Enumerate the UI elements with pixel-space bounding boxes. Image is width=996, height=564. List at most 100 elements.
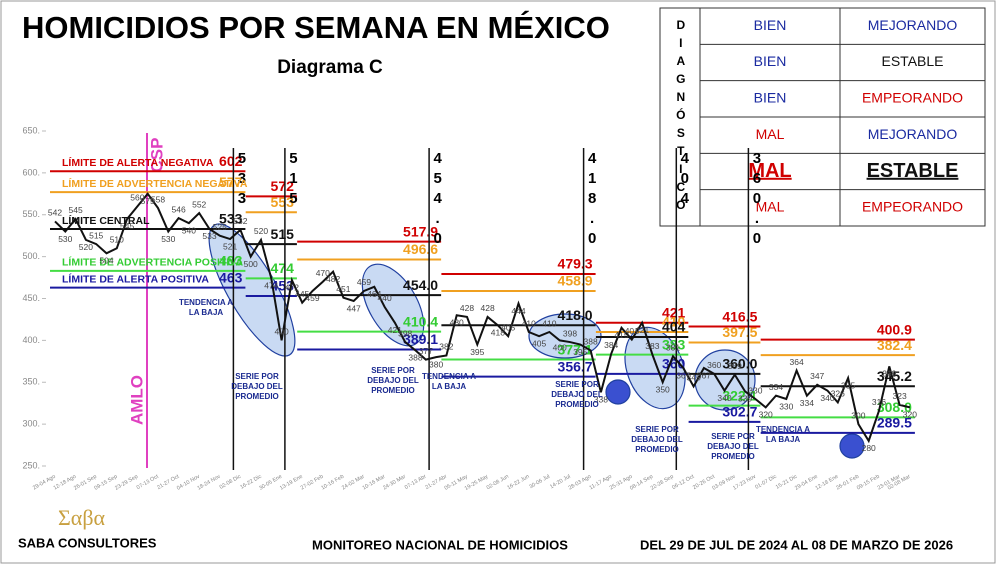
value-label: 410: [522, 318, 536, 328]
limit-label: 602: [219, 153, 243, 169]
segment-central-digits: 360.0: [748, 150, 765, 250]
value-label: 451: [336, 284, 350, 294]
value-label: 384: [604, 340, 618, 350]
value-label: 428: [460, 303, 474, 313]
value-label: 326: [831, 389, 845, 399]
value-label: 552: [192, 199, 206, 209]
x-tick-label: 19-25 May: [464, 474, 490, 492]
value-label: 280: [862, 443, 876, 453]
x-tick-label: 02-08 Jun: [486, 474, 510, 491]
table-cell: ESTABLE: [882, 53, 944, 69]
limit-label: 474: [271, 260, 295, 276]
value-label: 545: [69, 205, 83, 215]
value-label: 300: [851, 410, 865, 420]
value-label: 500: [244, 259, 258, 269]
value-label: 398: [563, 328, 577, 338]
y-tick-label: 450.: [22, 293, 40, 303]
period-label: CSP: [147, 138, 166, 173]
table-cell: BIEN: [754, 90, 787, 106]
period-label: AMLO: [127, 375, 146, 425]
value-label: 340: [820, 393, 834, 403]
chart-subtitle: Diagrama C: [277, 57, 383, 78]
value-label: 510: [110, 235, 124, 245]
y-tick-label: 500.: [22, 251, 40, 261]
y-tick-label: 650.: [22, 125, 40, 135]
limit-label: 421: [662, 304, 686, 320]
limit-label: 483: [219, 253, 243, 269]
value-label: 330: [779, 401, 793, 411]
x-tick-label: 30-06 Jul: [529, 474, 552, 491]
value-label: 380: [429, 359, 443, 369]
limit-label: 397.5: [722, 324, 757, 340]
annotation: SERIE POR DEBAJO DEL PROMEDIO: [551, 380, 603, 409]
x-tick-label: 02-08 Dic: [219, 474, 243, 491]
value-label: 545: [120, 221, 134, 231]
value-label: 367: [676, 370, 690, 380]
value-label: 401: [625, 326, 639, 336]
value-label: 410: [542, 318, 556, 328]
value-label: 340: [717, 393, 731, 403]
x-tick-label: 12-18 Ene: [815, 474, 840, 492]
limit-label: 289.5: [877, 415, 912, 431]
value-label: 395: [573, 347, 587, 357]
limit-label: 458.9: [558, 273, 593, 289]
value-label: 359: [728, 361, 742, 371]
value-label: 532: [233, 216, 247, 226]
limit-label: 308.0: [877, 399, 912, 415]
company: SABA CONSULTORES: [18, 535, 157, 550]
series-line: [54, 192, 911, 444]
value-label: 338: [594, 395, 608, 405]
value-label: 520: [254, 226, 268, 236]
value-label: 381: [666, 343, 680, 353]
value-label: 472: [285, 282, 299, 292]
table-cell: MAL: [756, 126, 785, 142]
value-label: 560: [130, 193, 144, 203]
table-header: DIAGNÓSTICO: [674, 18, 688, 216]
value-label: 405: [532, 338, 546, 348]
value-label: 470: [316, 268, 330, 278]
value-label: 440: [378, 293, 392, 303]
chart-title: HOMICIDIOS POR SEMANA EN MÉXICO: [22, 10, 610, 45]
limit-name: LÍMITE DE ALERTA NEGATIVA: [62, 156, 214, 169]
annotation: TENDENCIA A LA BAJA: [178, 298, 234, 317]
value-label: 533: [202, 231, 216, 241]
value-label: 515: [89, 230, 103, 240]
highlight-dot: [839, 433, 865, 459]
y-tick-label: 350.: [22, 377, 40, 387]
value-label: 525: [213, 222, 227, 232]
x-tick-label: 07-13 Abr: [404, 474, 428, 491]
segment-central-digits: 533: [233, 150, 250, 210]
value-label: 388: [408, 353, 422, 363]
value-label: 377: [419, 346, 433, 356]
limit-label: 418.0: [558, 307, 593, 323]
value-label: 418: [491, 328, 505, 338]
highlight-dot: [605, 379, 631, 405]
limit-label: 356.7: [558, 358, 593, 374]
limit-name: LÍMITE DE ADVERTENCIA NEGATIVA: [62, 177, 248, 190]
value-label: 546: [172, 204, 186, 214]
x-tick-label: 22-28 Sep: [650, 474, 675, 492]
x-tick-label: 01-07 Dic: [754, 474, 778, 491]
value-label: 395: [470, 347, 484, 357]
table-cell: ESTABLE: [867, 160, 959, 182]
limit-label: 533: [219, 211, 243, 227]
value-label: 360: [707, 360, 721, 370]
ellipses: [208, 223, 865, 459]
value-label: 400: [275, 327, 289, 337]
value-label: 405: [501, 322, 515, 332]
y-tick-label: 550.: [22, 209, 40, 219]
value-label: 421: [388, 325, 402, 335]
x-tick-label: 17-23 Nov: [732, 474, 757, 492]
limit-label: 453: [271, 278, 295, 294]
value-label: 430: [450, 318, 464, 328]
value-label: 388: [584, 337, 598, 347]
value-label: 334: [800, 398, 814, 408]
value-label: 530: [58, 234, 72, 244]
value-label: 459: [305, 293, 319, 303]
limit-label: 382.4: [877, 337, 912, 353]
limit-label: 553: [271, 194, 295, 210]
value-label: 575: [141, 196, 155, 206]
value-label: 447: [347, 303, 361, 313]
